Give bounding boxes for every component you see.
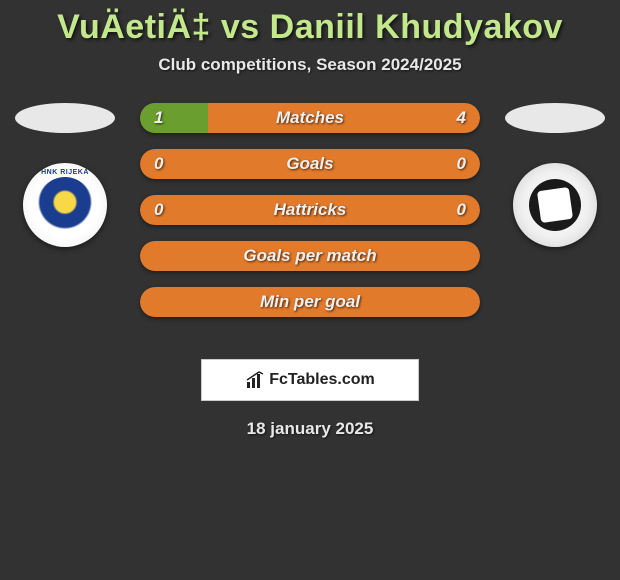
player-left-placeholder <box>15 103 115 133</box>
player-right-placeholder <box>505 103 605 133</box>
stat-bar-hattricks: Hattricks0 0 <box>140 195 480 225</box>
bar-label: Goals <box>140 149 480 179</box>
team-badge-left: HNK RIJEKA <box>23 163 107 247</box>
stat-bar-goals: Goals0 0 <box>140 149 480 179</box>
bar-label: Matches <box>140 103 480 133</box>
team-badge-right <box>513 163 597 247</box>
team-badge-left-text: HNK RIJEKA <box>23 169 107 176</box>
brand-text: FcTables.com <box>269 371 375 389</box>
player-left-column: HNK RIJEKA <box>10 103 120 247</box>
comparison-area: HNK RIJEKA Matches14Goals00Hattricks00Go… <box>0 103 620 353</box>
brand-box: FcTables.com <box>201 359 419 401</box>
brand-chart-icon <box>245 370 265 390</box>
page-title: VuÄetiÄ‡ vs Daniil Khudyakov <box>0 8 620 47</box>
date-text: 18 january 2025 <box>0 419 620 439</box>
stat-bar-min-per-goal: Min per goal <box>140 287 480 317</box>
bar-value-right: 0 <box>457 149 466 179</box>
bar-value-right: 4 <box>457 103 466 133</box>
bar-value-left: 0 <box>154 195 163 225</box>
subtitle: Club competitions, Season 2024/2025 <box>0 55 620 75</box>
stats-bars: Matches14Goals00Hattricks00Goals per mat… <box>140 103 480 333</box>
stat-bar-goals-per-match: Goals per match <box>140 241 480 271</box>
bar-value-left: 1 <box>154 103 163 133</box>
bar-value-left: 0 <box>154 149 163 179</box>
bar-label: Min per goal <box>140 287 480 317</box>
stat-bar-matches: Matches1 4 <box>140 103 480 133</box>
bar-value-right: 0 <box>457 195 466 225</box>
bar-label: Goals per match <box>140 241 480 271</box>
bar-label: Hattricks <box>140 195 480 225</box>
player-right-column <box>500 103 610 247</box>
